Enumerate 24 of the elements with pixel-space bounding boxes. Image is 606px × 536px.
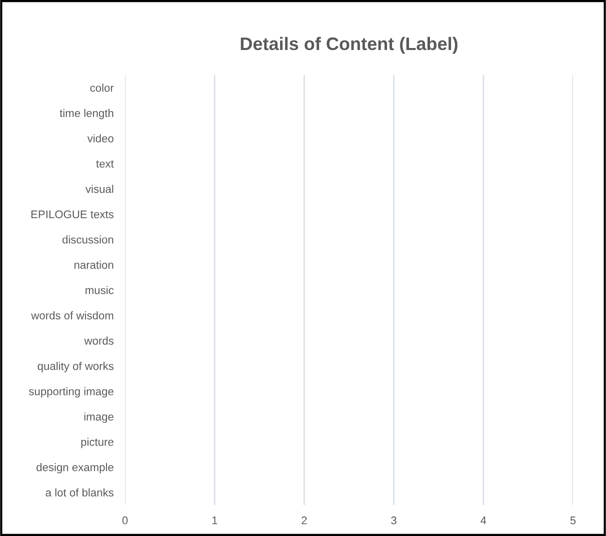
x-tick-label: 5 (570, 516, 576, 524)
y-tick-label: discussion (62, 235, 114, 244)
x-tick-label: 2 (302, 516, 307, 524)
x-tick-label: 0 (122, 516, 128, 524)
x-tick-label: 1 (212, 516, 218, 524)
y-tick-label: quality of works (38, 362, 114, 372)
y-tick-label: color (90, 84, 114, 92)
x-tick-label: 3 (391, 516, 396, 524)
y-tick-label: naration (74, 260, 114, 269)
y-tick-label: image (84, 412, 114, 423)
y-tick-label: words (84, 336, 114, 345)
y-tick-label: design example (36, 463, 114, 474)
chart-title: Details of Content (Label) (240, 36, 458, 54)
y-tick-label: picture (81, 438, 114, 448)
y-tick-label: visual (86, 184, 114, 193)
x-tick-label: 4 (480, 516, 486, 524)
y-tick-label: words of wisdom (31, 311, 114, 320)
y-tick-label: EPILOGUE texts (31, 210, 114, 218)
y-tick-label: text (96, 160, 114, 168)
y-tick-label: video (87, 134, 114, 142)
y-tick-label: a lot of blanks (46, 488, 114, 496)
y-tick-label: music (86, 286, 114, 294)
y-tick-label: supporting image (28, 387, 114, 398)
y-tick-label: time length (60, 108, 114, 120)
